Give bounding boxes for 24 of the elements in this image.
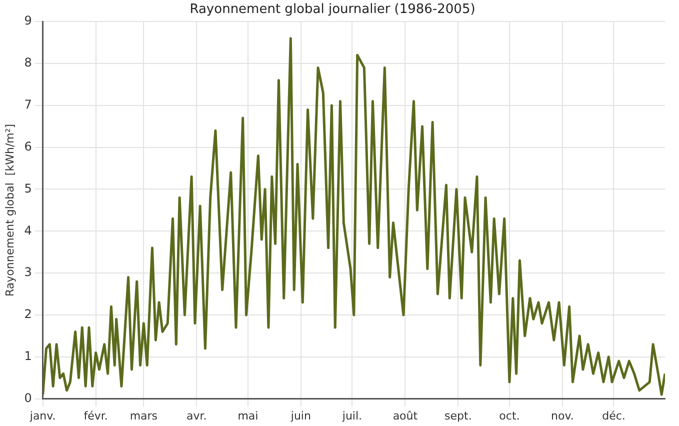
y-tick-label: 4: [24, 223, 32, 238]
x-tick-label: févr.: [84, 409, 108, 422]
y-axis-title: Rayonnement global [kWh/m²]: [3, 124, 16, 296]
y-tick-label: 8: [24, 56, 32, 70]
x-tick-label: déc.: [602, 409, 626, 422]
x-tick-label: janv.: [28, 409, 56, 422]
y-tick-label: 9: [24, 14, 32, 28]
x-tick-label: oct.: [499, 409, 520, 422]
y-tick-label: 2: [24, 307, 32, 322]
x-tick-label: nov.: [551, 409, 574, 422]
x-tick-label: juil.: [341, 409, 362, 422]
y-tick-label: 5: [24, 181, 32, 196]
x-tick-label: sept.: [444, 409, 472, 422]
chart-title: Rayonnement global journalier (1986-2005): [190, 2, 476, 18]
y-tick-label: 6: [24, 139, 32, 154]
x-tick-label: mars: [130, 409, 158, 422]
x-tick-label: mai: [238, 409, 258, 422]
x-tick-label: juin: [290, 409, 311, 422]
y-tick-label: 0: [24, 390, 32, 405]
x-tick-label: août: [392, 409, 418, 422]
y-tick-label: 3: [24, 265, 32, 280]
y-tick-label: 7: [24, 98, 32, 112]
y-tick-label: 1: [24, 349, 32, 364]
x-tick-label: avr.: [186, 409, 207, 422]
